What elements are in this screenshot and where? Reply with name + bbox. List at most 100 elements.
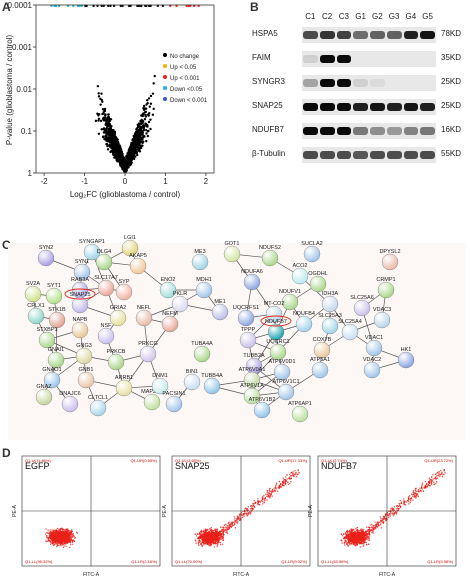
flow-event bbox=[199, 543, 202, 545]
flow-event bbox=[56, 545, 58, 548]
flow-event bbox=[66, 541, 69, 543]
blot-band bbox=[386, 103, 402, 111]
network-edge bbox=[103, 261, 125, 293]
flow-event bbox=[55, 539, 58, 541]
flow-event bbox=[222, 527, 225, 529]
flow-event bbox=[61, 538, 63, 540]
flow-event bbox=[214, 540, 217, 543]
flow-event bbox=[257, 502, 259, 504]
flow-event bbox=[55, 529, 58, 531]
flow-event bbox=[210, 534, 212, 536]
flow-event bbox=[62, 538, 64, 541]
flow-event bbox=[360, 534, 362, 536]
flow-event bbox=[56, 537, 58, 539]
flow-event bbox=[55, 533, 58, 535]
flow-event bbox=[209, 534, 212, 537]
network-edge bbox=[81, 251, 93, 273]
flow-event bbox=[52, 533, 54, 536]
flow-event bbox=[58, 540, 61, 542]
flow-event bbox=[267, 493, 269, 495]
flow-event bbox=[68, 534, 70, 537]
flow-event bbox=[212, 534, 214, 536]
flow-event bbox=[64, 535, 67, 537]
flow-event bbox=[61, 528, 64, 531]
flow-event bbox=[354, 536, 356, 538]
flow-event bbox=[252, 502, 254, 505]
flow-event bbox=[54, 533, 57, 536]
flow-event bbox=[230, 525, 233, 528]
flow-event bbox=[64, 533, 66, 535]
flow-event bbox=[212, 541, 214, 544]
flow-event bbox=[210, 539, 212, 541]
flow-event bbox=[62, 543, 65, 545]
flow-event bbox=[209, 538, 211, 541]
flow-event bbox=[372, 527, 374, 529]
flow-event bbox=[60, 540, 62, 542]
flow-event bbox=[218, 530, 221, 532]
blot-band bbox=[370, 31, 385, 39]
flow-event bbox=[68, 537, 70, 540]
flow-event bbox=[62, 535, 64, 538]
flow-event bbox=[214, 530, 217, 532]
flow-event bbox=[237, 517, 239, 519]
volcano-points bbox=[50, 4, 200, 173]
flow-event bbox=[55, 530, 58, 532]
flow-event bbox=[263, 501, 265, 504]
flow-event bbox=[424, 486, 426, 488]
flow-event bbox=[210, 539, 212, 542]
volcano-point bbox=[115, 153, 119, 157]
network-node bbox=[341, 323, 359, 341]
flow-event bbox=[282, 482, 285, 485]
flow-event bbox=[212, 538, 215, 540]
flow-event bbox=[47, 537, 50, 539]
flow-event bbox=[210, 544, 212, 546]
flow-event bbox=[415, 492, 417, 495]
flow-event bbox=[70, 540, 72, 543]
flow-event bbox=[57, 533, 59, 536]
flow-event bbox=[352, 531, 354, 534]
network-node bbox=[77, 371, 95, 389]
flow-event bbox=[210, 544, 212, 546]
flow-event bbox=[220, 534, 222, 536]
flow-event bbox=[61, 534, 63, 537]
flow-event bbox=[257, 503, 260, 506]
flow-event bbox=[65, 536, 67, 539]
flow-event bbox=[215, 536, 217, 538]
flow-event bbox=[52, 535, 55, 537]
flow-event bbox=[243, 514, 245, 516]
flow-event bbox=[217, 532, 220, 535]
flow-event bbox=[211, 540, 214, 543]
blot-band bbox=[319, 31, 335, 39]
flow-event bbox=[58, 542, 60, 544]
volcano-point bbox=[147, 97, 151, 100]
flow-event bbox=[58, 539, 60, 542]
flow-event bbox=[201, 539, 203, 542]
flow-event bbox=[203, 533, 206, 535]
network-node bbox=[237, 309, 255, 327]
flow-event bbox=[214, 537, 216, 539]
flow-event bbox=[201, 538, 204, 541]
flow-event bbox=[53, 541, 55, 543]
flow-event bbox=[208, 540, 210, 543]
flow-event bbox=[209, 532, 211, 534]
flow-event bbox=[222, 536, 224, 538]
flow-event bbox=[52, 532, 55, 534]
volcano-point bbox=[97, 92, 100, 95]
flow-event bbox=[67, 540, 69, 542]
flow-event bbox=[360, 532, 362, 535]
flow-event bbox=[61, 539, 63, 542]
flow-event bbox=[57, 533, 60, 535]
flow-event bbox=[67, 535, 70, 538]
flow-event bbox=[55, 532, 57, 535]
volcano-point bbox=[135, 138, 139, 141]
flow-event bbox=[201, 544, 203, 547]
flow-event bbox=[214, 536, 216, 539]
volcano-point bbox=[134, 141, 138, 144]
flow-event bbox=[64, 539, 66, 541]
flow-event bbox=[66, 536, 69, 539]
flow-event bbox=[60, 539, 62, 541]
flow-event bbox=[209, 541, 211, 543]
flow-event bbox=[247, 514, 250, 516]
flow-event bbox=[66, 541, 68, 543]
